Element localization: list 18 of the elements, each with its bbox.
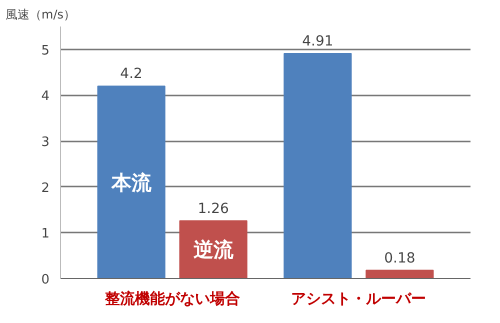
series-label: 逆流 (192, 238, 234, 262)
y-axis-title: 風速（m/s） (6, 8, 76, 22)
y-tick-label: 4 (41, 89, 50, 104)
y-tick-label: 1 (41, 226, 50, 242)
y-tick-label: 3 (41, 135, 50, 150)
bar (284, 53, 352, 278)
data-label: 4.91 (302, 34, 334, 50)
y-tick-label: 5 (41, 43, 50, 58)
data-label: 0.18 (384, 250, 416, 266)
x-tick-label: 整流機能がない場合 (104, 290, 240, 308)
data-label: 4.2 (120, 66, 142, 82)
bar (366, 270, 434, 278)
bar (97, 86, 166, 278)
y-tick-label: 2 (41, 180, 50, 196)
x-tick-label: アシスト・ルーバー (291, 290, 426, 308)
y-tick-label: 0 (41, 272, 50, 288)
data-label: 1.26 (198, 200, 229, 217)
series-label: 本流 (110, 170, 152, 194)
